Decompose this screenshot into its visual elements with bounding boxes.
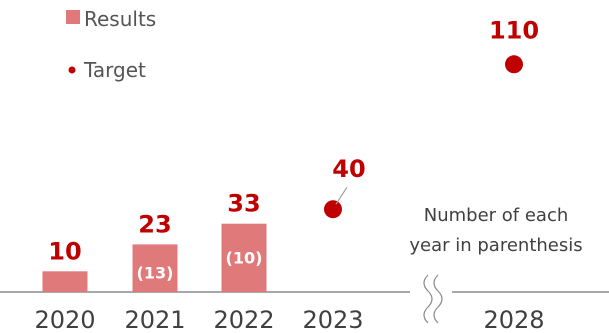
note-line-1: Number of each: [424, 205, 569, 226]
value-label-2020: 10: [48, 237, 81, 265]
x-tick-label-2028: 2028: [483, 306, 544, 333]
legend: Results Target: [66, 7, 156, 82]
axis-break-icon: [423, 274, 443, 324]
increment-label-2021: (13): [137, 263, 174, 282]
x-tick-label-2021: 2021: [124, 306, 185, 333]
bar-2021: [132, 244, 178, 292]
x-tick-label-2022: 2022: [213, 306, 274, 333]
value-label-2021: 23: [138, 210, 171, 238]
value-label-2023: 40: [332, 155, 365, 183]
legend-target-marker: [68, 66, 76, 74]
legend-results-swatch: [66, 10, 80, 24]
bar-2022: [221, 223, 267, 292]
note-line-2: year in parenthesis: [409, 235, 582, 256]
bar-2020: [42, 271, 88, 292]
target-point-2028: [505, 55, 523, 74]
x-tick-label-2023: 2023: [302, 306, 363, 333]
target-point-2023: [324, 200, 342, 219]
legend-results-label: Results: [84, 7, 156, 31]
legend-target-label: Target: [83, 58, 146, 82]
annotation-note: Number of each year in parenthesis: [409, 205, 582, 256]
value-label-2028: 110: [489, 16, 539, 44]
value-label-2022: 33: [227, 190, 260, 218]
leader-line-2023: [335, 186, 348, 205]
x-tick-label-2020: 2020: [34, 306, 95, 333]
increment-label-2022: (10): [226, 249, 263, 268]
